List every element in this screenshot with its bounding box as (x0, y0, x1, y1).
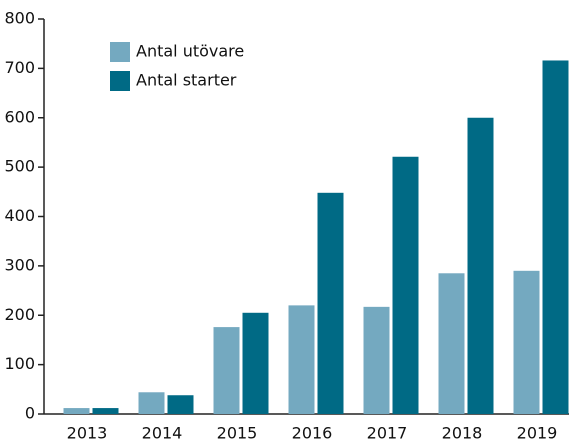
bar (288, 305, 315, 414)
bar (213, 327, 240, 414)
x-tick-label: 2015 (217, 424, 258, 442)
y-tick-label: 300 (4, 255, 35, 274)
y-tick-label: 100 (4, 354, 35, 373)
legend-label: Antal starter (136, 71, 237, 90)
legend-swatch (110, 71, 130, 91)
legend-swatch (110, 42, 130, 62)
y-tick-label: 800 (4, 9, 35, 28)
y-tick-label: 500 (4, 157, 35, 176)
x-tick-label: 2018 (442, 424, 483, 442)
bar (92, 408, 119, 414)
bar (138, 392, 165, 414)
x-tick-label: 2013 (67, 424, 108, 442)
x-tick-label: 2016 (292, 424, 333, 442)
y-tick-label: 600 (4, 107, 35, 126)
bar (438, 273, 465, 414)
bar (363, 306, 390, 414)
x-tick-label: 2014 (142, 424, 183, 442)
legend-label: Antal utövare (136, 42, 244, 61)
y-tick-label: 200 (4, 305, 35, 324)
bar (513, 270, 540, 414)
bar (542, 60, 569, 414)
x-tick-label: 2017 (367, 424, 408, 442)
bar (167, 395, 194, 414)
y-tick-label: 400 (4, 206, 35, 225)
bar (392, 156, 419, 414)
y-tick-label: 700 (4, 58, 35, 77)
bar (317, 192, 344, 414)
y-tick-label: 0 (25, 404, 35, 423)
x-tick-label: 2019 (517, 424, 558, 442)
bar (467, 117, 494, 414)
bar (63, 408, 90, 414)
bar (242, 312, 269, 414)
